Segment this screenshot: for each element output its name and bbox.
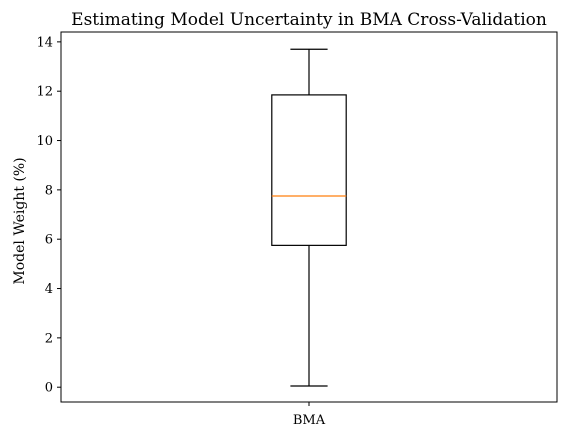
x-axis-ticks: BMA (293, 402, 326, 428)
y-tick-label: 14 (36, 35, 53, 50)
y-tick-label: 0 (45, 381, 53, 396)
chart-title: Estimating Model Uncertainty in BMA Cros… (71, 10, 547, 30)
y-axis-label: Model Weight (%) (12, 157, 28, 284)
y-tick-label: 12 (36, 85, 53, 100)
y-axis-ticks: 0 2 4 6 8 10 12 14 (36, 35, 61, 396)
y-tick-label: 10 (36, 134, 53, 149)
box-plot-series (271, 48, 347, 387)
y-tick-label: 8 (45, 183, 53, 198)
iqr-box (271, 94, 347, 246)
x-tick-label: BMA (293, 413, 326, 428)
y-tick-label: 6 (45, 233, 53, 248)
y-tick-label: 2 (45, 331, 53, 346)
y-tick-label: 4 (45, 282, 53, 297)
